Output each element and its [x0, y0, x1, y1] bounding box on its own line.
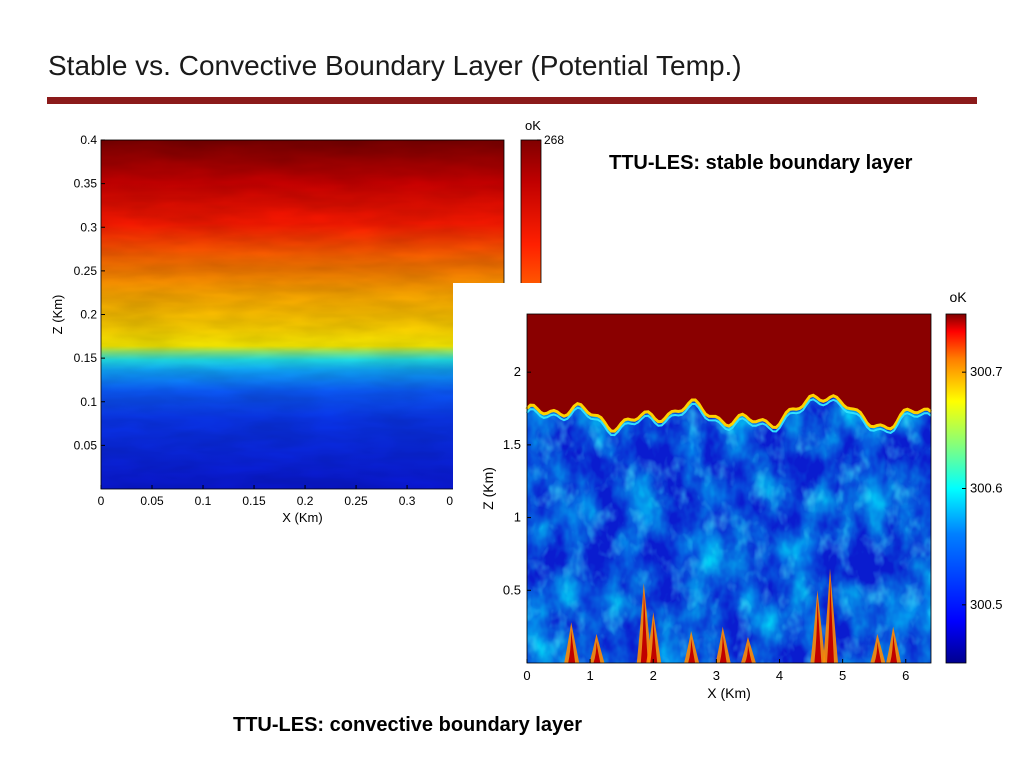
conv-cbar-label: 300.7 [970, 364, 1003, 379]
stable-ytick-label: 0.1 [80, 395, 97, 409]
conv-plume-core [744, 644, 752, 663]
stable-xtick-label: 0.15 [242, 494, 266, 508]
caption-stable: TTU-LES: stable boundary layer [609, 152, 913, 174]
conv-ylabel: Z (Km) [480, 467, 496, 510]
stable-ytick-label: 0.35 [74, 177, 98, 191]
stable-xtick-label: 0.05 [140, 494, 164, 508]
conv-plume-core [688, 639, 696, 663]
stable-texture [101, 140, 504, 489]
stable-ytick-label: 0.4 [80, 133, 97, 147]
stable-ytick-label: 0.2 [80, 308, 97, 322]
stable-plot: 0 0.05 0.1 0.15 0.2 0.25 0.3 0.35 0.05 0.1 0.15 0.2… [40, 110, 600, 540]
conv-entrainment-yellow [525, 393, 932, 433]
conv-cbar-unit: oK [949, 289, 967, 305]
conv-cbar-label: 300.5 [970, 597, 1003, 612]
conv-ytick-label: 0.5 [503, 582, 521, 597]
stable-ytick-label: 0.05 [74, 438, 98, 452]
title-rule [47, 97, 977, 104]
conv-xtick-label: 3 [713, 668, 720, 683]
caption-convective: TTU-LES: convective boundary layer [233, 714, 582, 736]
conv-eddies [527, 395, 931, 663]
stable-ylabel: Z (Km) [50, 295, 65, 335]
conv-plume-core [827, 576, 834, 663]
conv-cbar-label: 300.6 [970, 481, 1003, 496]
stable-xtick-label: 0.1 [195, 494, 212, 508]
conv-frame [526, 313, 932, 664]
conv-plume-core [640, 591, 648, 663]
conv-plume-core [890, 634, 898, 663]
conv-ytick-label: 1 [514, 510, 521, 525]
conv-xtick-label: 5 [839, 668, 846, 683]
stable-ytick-label: 0.25 [74, 264, 98, 278]
stable-cbar-unit: oK [525, 118, 541, 133]
stable-ytick-label: 0.3 [80, 220, 97, 234]
stable-xtick-label: 0.25 [344, 494, 368, 508]
stable-xtick-label: 0.2 [297, 494, 314, 508]
stable-cbar-label: 268 [544, 133, 564, 147]
conv-ytick-label: 1.5 [503, 437, 521, 452]
conv-plume-core [568, 630, 576, 663]
conv-plume-core [814, 598, 822, 663]
conv-xtick-label: 2 [650, 668, 657, 683]
stable-xtick-label: 0 [98, 494, 105, 508]
conv-xtick-label: 0 [523, 668, 530, 683]
stable-heatmap-svg: 0 0.05 0.1 0.15 0.2 0.25 0.3 0.35 0.05 0.1 0.15 0.2… [50, 118, 564, 525]
conv-plume-core [650, 620, 658, 663]
conv-xtick-label: 6 [902, 668, 909, 683]
convective-heatmap-svg: 0 1 2 3 4 5 6 0.5 1 1.5 2 X (Km) Z (Km) 300.5 300.6 300… [480, 289, 1003, 701]
conv-mixed-layer-detail [527, 395, 931, 663]
conv-ytick-label: 2 [514, 364, 521, 379]
conv-plume-core [874, 641, 882, 663]
conv-xtick-label: 4 [776, 668, 783, 683]
slide-title: Stable vs. Convective Boundary Layer (Po… [48, 50, 742, 81]
conv-plume-core [719, 634, 727, 663]
convective-plot: 0 1 2 3 4 5 6 0.5 1 1.5 2 X (Km) Z (Km) 300.5 300.6 300… [453, 283, 1013, 703]
conv-plume-core [593, 641, 601, 663]
conv-entrainment-cyan [526, 398, 932, 437]
conv-xlabel: X (Km) [707, 685, 751, 701]
conv-xtick-label: 1 [587, 668, 594, 683]
stable-xlabel: X (Km) [282, 510, 322, 525]
stable-xtick-label: 0.3 [399, 494, 416, 508]
stable-ytick-label: 0.15 [74, 351, 98, 365]
